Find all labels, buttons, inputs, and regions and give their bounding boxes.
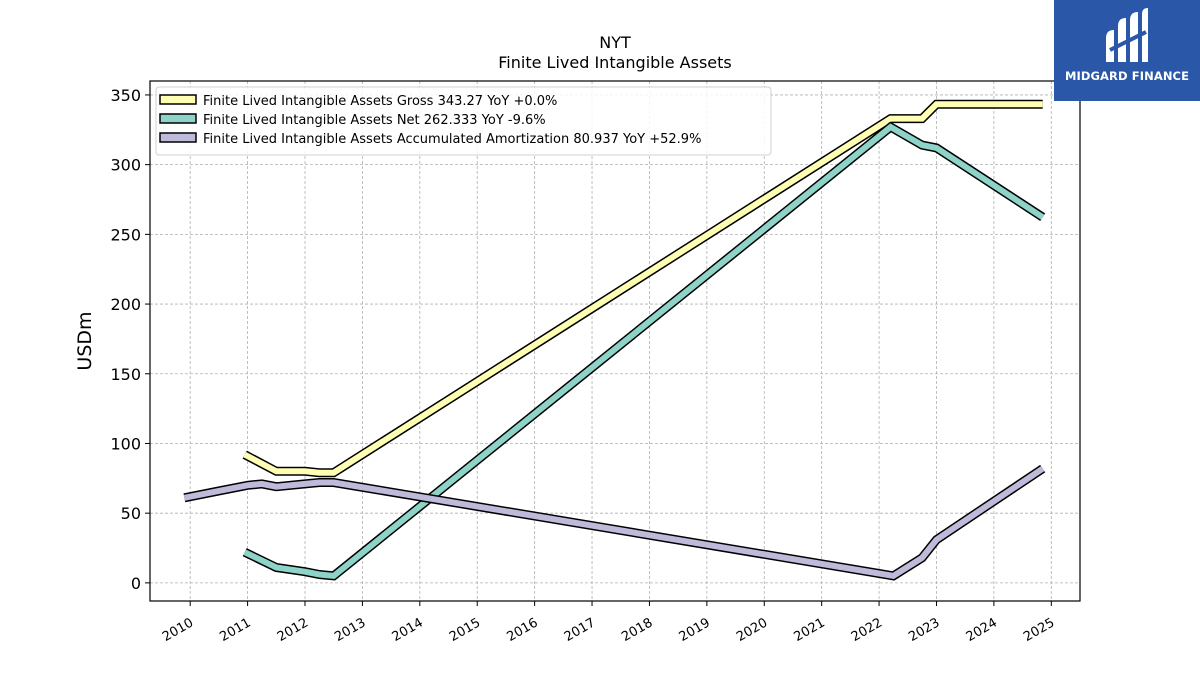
series-layer — [183, 99, 1046, 581]
chart-subtitle: Finite Lived Intangible Assets — [498, 53, 731, 72]
x-tick-label: 2025 — [1021, 615, 1057, 645]
legend-swatch-1 — [159, 113, 197, 124]
legend-box — [155, 86, 772, 156]
legend-entry-1: Finite Lived Intangible Assets Net 262.3… — [203, 113, 546, 128]
ytick-layer: 0 50 100 150 200 250 300 350 — [110, 86, 150, 593]
legend-swatch-0 — [159, 94, 197, 105]
y-tick-label: 250 — [110, 225, 141, 244]
x-tick-label: 2024 — [964, 615, 1000, 645]
logo-mark-icon — [1106, 8, 1148, 62]
legend-entry-0: Finite Lived Intangible Assets Gross 343… — [203, 94, 557, 109]
series-outline-1 — [242, 121, 1046, 581]
x-tick-label: 2023 — [906, 615, 942, 645]
grid-layer — [150, 81, 1080, 601]
x-tick-label: 2014 — [390, 615, 426, 645]
x-tick-label: 2019 — [677, 615, 713, 645]
x-tick-label: 2010 — [160, 615, 196, 645]
chart-title: NYT — [599, 33, 631, 52]
y-axis-label: USDm — [74, 311, 96, 370]
y-tick-label: 100 — [110, 434, 141, 453]
series-line-1 — [243, 123, 1045, 580]
y-tick-label: 50 — [121, 504, 141, 523]
midgard-finance-logo: MIDGARD FINANCE — [1054, 0, 1200, 101]
x-tick-label: 2017 — [562, 615, 598, 645]
series-outline-0 — [242, 99, 1043, 478]
y-tick-label: 0 — [131, 574, 141, 593]
y-tick-label: 200 — [110, 295, 141, 314]
x-tick-label: 2022 — [849, 615, 885, 645]
series-line-0 — [243, 101, 1043, 476]
y-tick-label: 350 — [110, 86, 141, 105]
x-tick-label: 2016 — [504, 615, 540, 645]
x-tick-label: 2015 — [447, 615, 483, 645]
plot-frame — [149, 80, 1081, 602]
x-tick-label: 2020 — [734, 615, 770, 645]
y-tick-label: 300 — [110, 156, 141, 175]
legend: Finite Lived Intangible Assets Gross 343… — [155, 86, 772, 156]
x-tick-label: 2021 — [792, 615, 828, 645]
x-tick-label: 2013 — [332, 615, 368, 645]
series-line-2 — [183, 466, 1045, 580]
x-tick-label: 2011 — [217, 615, 253, 645]
y-tick-label: 150 — [110, 365, 141, 384]
legend-entry-2: Finite Lived Intangible Assets Accumulat… — [203, 132, 701, 147]
x-tick-label: 2012 — [275, 615, 311, 645]
xtick-layer: 2010 2011 2012 2013 2014 2015 2016 2017 2018 2019… — [160, 601, 1057, 645]
logo-text: MIDGARD FINANCE — [1064, 69, 1190, 83]
x-tick-label: 2018 — [619, 615, 655, 645]
legend-swatch-2 — [159, 132, 197, 143]
